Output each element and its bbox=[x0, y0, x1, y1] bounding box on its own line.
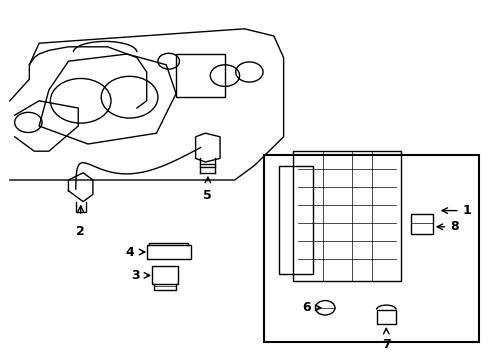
Bar bbox=[151, 266, 178, 284]
Bar bbox=[176, 54, 224, 97]
Text: 4: 4 bbox=[125, 246, 134, 258]
Bar bbox=[293, 151, 400, 281]
Text: 8: 8 bbox=[449, 220, 458, 233]
Text: 5: 5 bbox=[203, 189, 212, 202]
Bar bbox=[278, 166, 312, 274]
Bar bbox=[376, 310, 395, 324]
Text: 1: 1 bbox=[461, 204, 470, 217]
Bar bbox=[264, 155, 478, 342]
Text: 7: 7 bbox=[381, 338, 390, 351]
Text: 2: 2 bbox=[76, 225, 85, 238]
Bar bbox=[410, 214, 432, 234]
Text: 3: 3 bbox=[130, 269, 139, 282]
Bar bbox=[146, 245, 190, 259]
Text: 6: 6 bbox=[301, 301, 310, 314]
